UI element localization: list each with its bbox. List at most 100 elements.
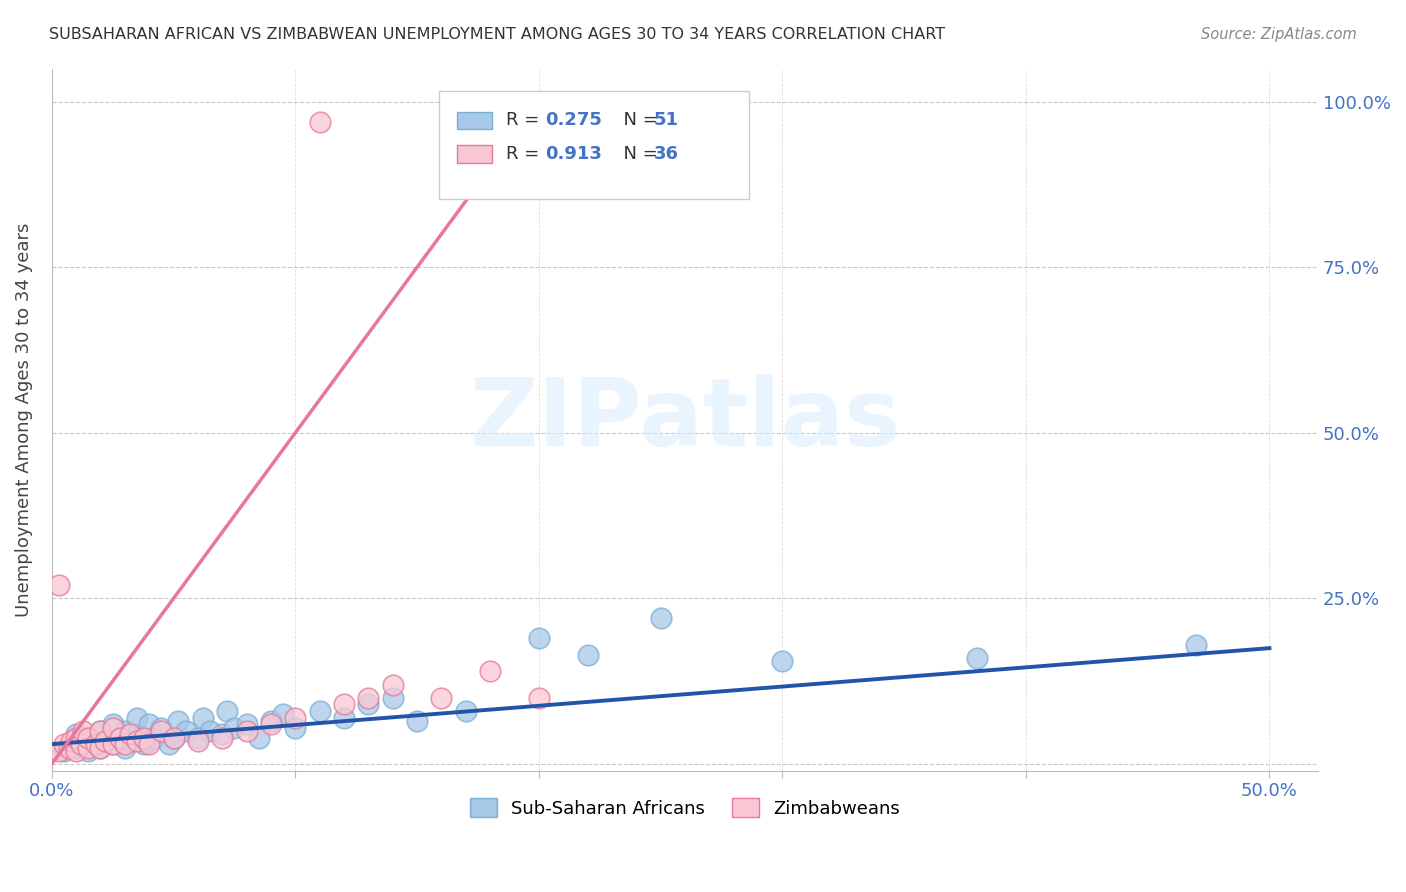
Legend: Sub-Saharan Africans, Zimbabweans: Sub-Saharan Africans, Zimbabweans <box>463 791 907 825</box>
Point <box>198 723 221 738</box>
Point <box>138 717 160 731</box>
Point <box>72 723 94 738</box>
Point <box>150 723 173 738</box>
Point <box>308 114 330 128</box>
Point <box>235 723 257 738</box>
Point <box>70 737 93 751</box>
Point <box>157 737 180 751</box>
Point <box>77 731 100 745</box>
Point <box>217 704 239 718</box>
Text: Source: ZipAtlas.com: Source: ZipAtlas.com <box>1201 27 1357 42</box>
Text: R =: R = <box>506 145 546 163</box>
Point <box>108 731 131 745</box>
Point <box>114 737 136 751</box>
Point <box>191 711 214 725</box>
Point <box>60 737 83 751</box>
Point <box>94 734 117 748</box>
Point <box>48 744 70 758</box>
Text: 36: 36 <box>654 145 679 163</box>
Point <box>770 654 793 668</box>
Point <box>65 740 87 755</box>
Text: SUBSAHARAN AFRICAN VS ZIMBABWEAN UNEMPLOYMENT AMONG AGES 30 TO 34 YEARS CORRELAT: SUBSAHARAN AFRICAN VS ZIMBABWEAN UNEMPLO… <box>49 27 945 42</box>
Point <box>125 711 148 725</box>
Point <box>430 690 453 705</box>
Point <box>211 727 233 741</box>
Point <box>527 690 550 705</box>
Point <box>89 723 111 738</box>
Text: N =: N = <box>612 145 664 163</box>
Point <box>454 704 477 718</box>
Point <box>58 740 80 755</box>
Point <box>187 731 209 745</box>
Point <box>134 737 156 751</box>
Point <box>357 698 380 712</box>
Point <box>114 740 136 755</box>
Point <box>381 690 404 705</box>
Text: 0.275: 0.275 <box>546 112 602 129</box>
Point <box>150 721 173 735</box>
Point <box>174 723 197 738</box>
Point <box>84 737 107 751</box>
Point <box>357 690 380 705</box>
Point <box>101 721 124 735</box>
Point <box>966 651 988 665</box>
Point <box>60 734 83 748</box>
Point <box>260 714 283 728</box>
Point <box>260 717 283 731</box>
Point <box>89 723 111 738</box>
Point <box>138 737 160 751</box>
Point <box>576 648 599 662</box>
Text: 51: 51 <box>654 112 679 129</box>
Text: N =: N = <box>612 112 664 129</box>
Point <box>479 665 502 679</box>
Point <box>167 714 190 728</box>
Point <box>77 740 100 755</box>
Point <box>65 727 87 741</box>
Point <box>48 578 70 592</box>
Point <box>381 677 404 691</box>
Point <box>89 740 111 755</box>
Point <box>527 631 550 645</box>
Point <box>162 731 184 745</box>
Point <box>70 737 93 751</box>
Point <box>89 740 111 755</box>
Point <box>108 731 131 745</box>
Text: 0.913: 0.913 <box>546 145 602 163</box>
Point <box>52 744 75 758</box>
Text: ZIPatlas: ZIPatlas <box>470 374 901 466</box>
Point <box>101 737 124 751</box>
Point <box>308 704 330 718</box>
Point <box>94 734 117 748</box>
Point <box>333 698 356 712</box>
Point <box>101 717 124 731</box>
Point <box>65 744 87 758</box>
Point <box>84 737 107 751</box>
Point <box>125 734 148 748</box>
Point <box>134 731 156 745</box>
Point <box>77 744 100 758</box>
Point <box>235 717 257 731</box>
Point <box>77 731 100 745</box>
Point <box>224 721 246 735</box>
Point <box>247 731 270 745</box>
Point <box>162 731 184 745</box>
Text: R =: R = <box>506 112 546 129</box>
Y-axis label: Unemployment Among Ages 30 to 34 years: Unemployment Among Ages 30 to 34 years <box>15 222 32 616</box>
Point <box>284 721 307 735</box>
Point <box>125 727 148 741</box>
Point <box>406 714 429 728</box>
Point <box>52 737 75 751</box>
Point <box>65 731 87 745</box>
Point <box>143 731 166 745</box>
Point <box>650 611 672 625</box>
Point <box>187 734 209 748</box>
Point <box>101 737 124 751</box>
Point <box>333 711 356 725</box>
Point <box>118 734 141 748</box>
Point <box>271 707 294 722</box>
Point <box>284 711 307 725</box>
Point <box>138 734 160 748</box>
Point <box>118 727 141 741</box>
Point <box>114 723 136 738</box>
Point <box>211 731 233 745</box>
